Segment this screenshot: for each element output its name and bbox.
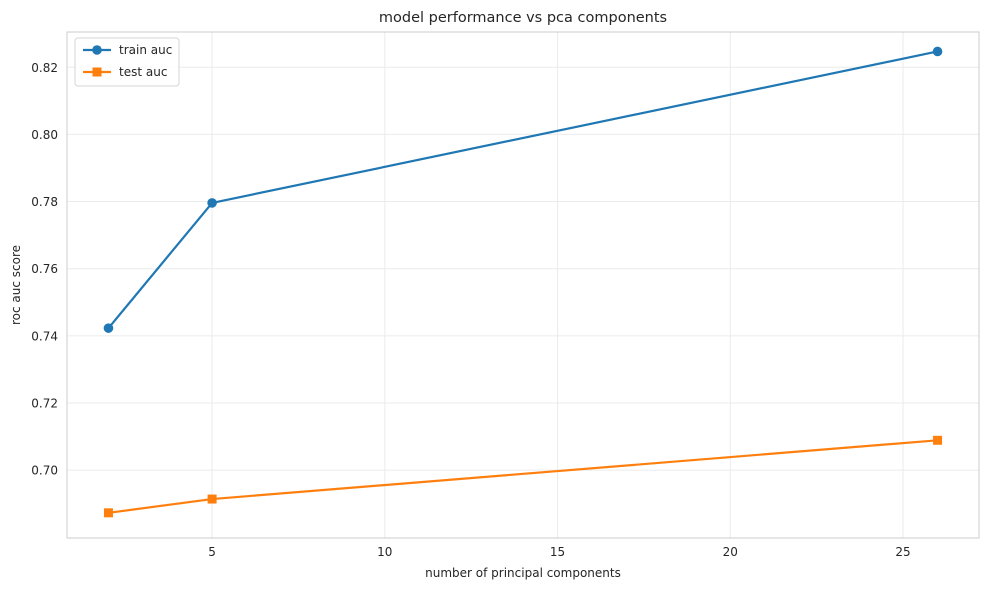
x-tick-label: 25 — [895, 545, 910, 559]
y-tick-label: 0.74 — [31, 329, 58, 343]
y-tick-label: 0.72 — [31, 397, 58, 411]
series-1-point-1 — [207, 494, 217, 504]
x-tick-label: 20 — [723, 545, 738, 559]
legend-label: train auc — [119, 43, 172, 57]
x-tick-label: 15 — [550, 545, 565, 559]
legend: train auc test auc — [74, 37, 180, 87]
legend-item: train auc — [83, 43, 172, 57]
y-tick-label: 0.76 — [31, 262, 58, 276]
y-tick-label: 0.80 — [31, 128, 58, 142]
chart-title: model performance vs pca components — [379, 10, 667, 26]
legend-items: train auc test auc — [83, 43, 172, 79]
legend-marker — [92, 67, 102, 77]
series-line-1 — [107, 439, 939, 514]
legend-item: test auc — [83, 65, 167, 79]
series-line-0 — [107, 50, 939, 330]
y-tick-labels: 0.70 0.72 0.74 0.76 0.78 0.80 0.82 — [31, 61, 58, 478]
legend-label: test auc — [119, 65, 167, 79]
grid-lines — [67, 32, 979, 538]
y-tick-label: 0.78 — [31, 195, 58, 209]
plot-frame — [66, 31, 980, 539]
x-tick-label: 5 — [208, 545, 216, 559]
y-axis-label: roc auc score — [9, 245, 23, 325]
x-tick-labels: 5 10 15 20 25 — [208, 545, 910, 559]
legend-marker — [92, 45, 102, 55]
x-tick-label: 10 — [377, 545, 392, 559]
y-tick-label: 0.70 — [31, 464, 58, 478]
y-tick-label: 0.82 — [31, 61, 58, 75]
series-0-point-2 — [932, 46, 943, 57]
x-axis-label: number of principal components — [425, 566, 621, 580]
series-1-point-2 — [933, 435, 943, 445]
series-0-point-0 — [103, 323, 114, 333]
series-1-point-0 — [103, 508, 113, 518]
series-lines — [103, 46, 943, 518]
series-0-point-1 — [207, 198, 217, 208]
